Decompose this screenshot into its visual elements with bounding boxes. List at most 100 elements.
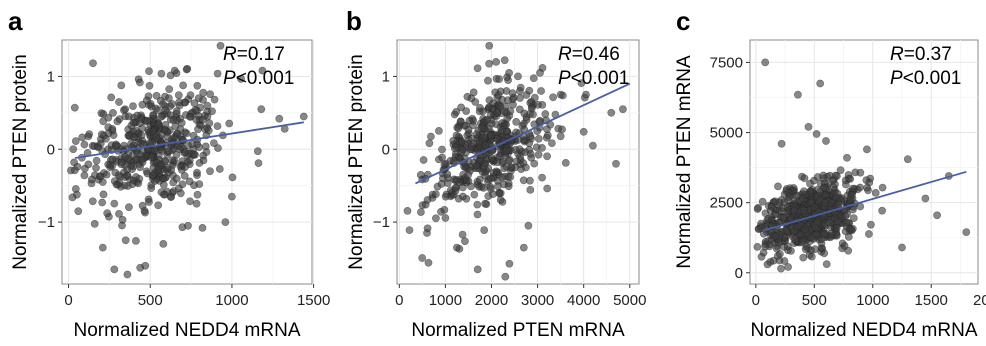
data-point [473,64,482,73]
data-point [426,132,435,141]
data-point [133,111,142,120]
data-point [184,221,192,230]
data-point [182,129,191,138]
data-point [449,156,458,165]
data-point [169,178,178,187]
data-point [763,260,772,269]
data-point [193,81,202,90]
data-point [92,156,101,165]
data-point [419,156,428,164]
panel-b-y-axis-title: Normalized PTEN protein [346,54,367,269]
panel-a-ticks: 0 500 1000 1500 −1 0 1 [38,68,330,309]
data-point [846,174,855,183]
data-point [299,112,308,121]
data-point [165,85,174,94]
data-point [487,154,496,163]
data-point [192,199,201,208]
data-point [472,130,481,139]
data-point [141,261,150,270]
data-point [147,184,156,192]
data-point [145,67,153,75]
data-point [807,252,816,261]
data-point [181,163,189,171]
data-point [424,258,433,267]
data-point [492,58,500,66]
data-point [502,127,511,136]
data-point [554,124,563,133]
panel-c-p-annotation: P<0.001 [890,68,961,89]
data-point [878,206,886,215]
data-point [181,147,190,156]
data-point [449,136,458,145]
x-tick-label: 1000 [856,292,889,309]
data-point [506,173,515,181]
data-point [526,150,535,158]
data-point [543,131,552,140]
y-tick-label: −1 [373,214,390,231]
data-point [403,206,412,215]
data-point [494,91,503,100]
data-point [753,205,762,213]
data-point [516,87,524,95]
panel-a: a 0 500 1000 1500 −1 0 1 R=0.17 P<0.001 Normal… [8,6,330,341]
data-point [159,180,168,189]
data-point [561,158,570,167]
data-point [431,190,440,198]
data-point [109,109,117,117]
data-point [456,117,465,126]
data-point [483,76,492,85]
panel-a-r-annotation: R=0.17 [223,44,285,65]
data-point [170,66,179,75]
data-point [121,236,130,245]
data-point [423,229,431,237]
data-point [537,87,545,95]
data-point [440,205,449,214]
data-point [92,163,100,172]
data-point [227,192,236,201]
data-point [194,94,203,103]
data-point [111,142,120,151]
data-point [177,119,186,127]
data-point [87,175,96,184]
data-point [68,193,77,202]
panel-letter-c: c [676,6,690,36]
data-point [80,140,89,149]
data-point [548,139,556,147]
data-point [840,241,849,250]
data-point [161,92,169,101]
data-point [96,139,105,148]
data-point [157,146,166,155]
data-point [145,81,154,90]
data-point [437,179,446,188]
data-point [849,214,858,222]
panel-c-gridlines [750,40,978,284]
data-point [878,183,887,192]
x-tick-label: 3000 [521,292,554,309]
data-point [186,197,194,206]
y-tick-label: 0 [47,141,55,158]
data-point [206,90,214,99]
data-point [423,196,432,204]
data-point [107,93,116,102]
data-point [137,155,146,164]
data-point [213,69,222,78]
data-point [110,265,119,274]
panel-c-r-annotation: R=0.37 [890,44,952,65]
x-tick-label: 0 [64,292,72,309]
data-point [502,146,511,155]
data-point [149,127,157,136]
data-point [161,106,170,115]
y-tick-label: 1 [47,68,55,85]
data-point [195,180,204,188]
data-point [201,142,210,151]
data-point [525,139,534,148]
data-point [464,170,473,179]
data-point [816,187,824,196]
data-point [452,243,461,252]
data-point [209,139,218,147]
panel-a-p-annotation: P<0.001 [223,68,294,89]
data-point [480,226,489,234]
data-point [865,230,873,238]
data-point [827,229,836,238]
data-point [502,162,511,171]
